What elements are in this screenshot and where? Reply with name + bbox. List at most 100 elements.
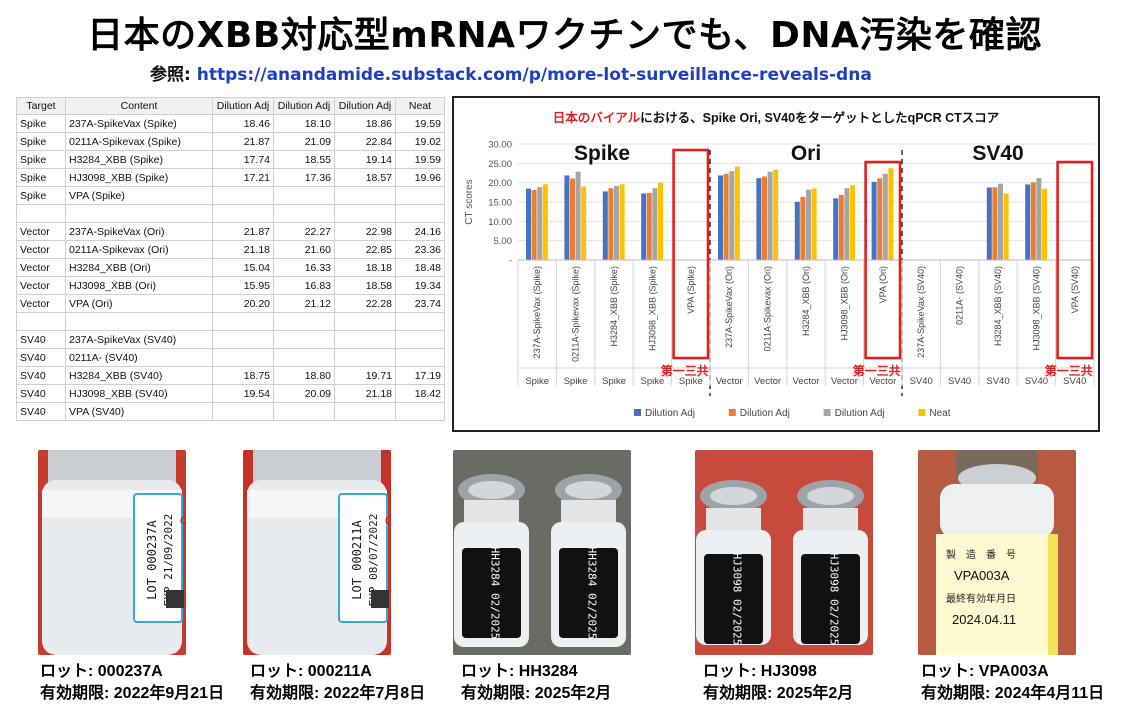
table-row: Vector 237A-SpikeVax (Ori) 21.87 22.27 22.98… bbox=[16, 222, 445, 241]
y-tick-label: 25.00 bbox=[488, 159, 512, 170]
lot-caption: ロット: HJ3098 有効期限: 2025年2月 bbox=[703, 661, 853, 705]
expiry-date: 有効期限: 2025年2月 bbox=[461, 685, 612, 702]
table-cell: 23.36 bbox=[395, 240, 445, 259]
lot-number: ロット: HH3284 bbox=[461, 663, 578, 680]
table-cell bbox=[212, 204, 274, 223]
table-cell: 16.33 bbox=[273, 258, 335, 277]
lot-caption: ロット: VPA003A 有効期限: 2024年4月11日 bbox=[921, 661, 1104, 705]
table-cell bbox=[273, 402, 335, 421]
table-cell: 19.96 bbox=[395, 168, 445, 187]
category-group-label: Vector bbox=[869, 376, 896, 387]
table-row: Spike 237A-SpikeVax (Spike) 18.46 18.10 18.8… bbox=[16, 114, 445, 133]
category-label: VPA (Ori) bbox=[878, 266, 888, 303]
bar bbox=[718, 175, 723, 260]
category-label: H3284_XBB (SV40) bbox=[993, 266, 1003, 346]
table-cell: 21.12 bbox=[273, 294, 335, 313]
category-label: 0211A- (SV40) bbox=[955, 266, 965, 325]
table-header-cell: Content bbox=[65, 97, 213, 115]
table-cell bbox=[334, 330, 396, 349]
y-axis-label: CT scores bbox=[464, 179, 475, 224]
lot-caption: ロット: HH3284 有効期限: 2025年2月 bbox=[461, 661, 611, 705]
svg-text:HH3284 02/2025: HH3284 02/2025 bbox=[489, 547, 502, 640]
bar bbox=[619, 184, 625, 260]
bar bbox=[888, 168, 894, 260]
bar bbox=[767, 171, 773, 260]
svg-text:LOT 000237A: LOT 000237A bbox=[145, 519, 159, 599]
vial-photo: 製 造 番 号 VPA003A 最終有効年月日 2024.04.11 bbox=[918, 450, 1076, 655]
table-header-cell: Dilution Adj bbox=[334, 97, 396, 115]
svg-text:HH3284 02/2025: HH3284 02/2025 bbox=[586, 547, 599, 640]
legend-swatch bbox=[918, 409, 926, 416]
table-cell bbox=[334, 312, 396, 331]
table-cell: 22.98 bbox=[334, 222, 396, 241]
chart-title-rest: における、Spike Ori, SV40をターゲットとしたqPCR CTスコア bbox=[640, 110, 999, 125]
table-cell: 19.02 bbox=[395, 132, 445, 151]
expiry-date: 有効期限: 2025年2月 bbox=[703, 685, 854, 702]
category-group-label: Vector bbox=[793, 376, 820, 387]
table-cell bbox=[273, 348, 335, 367]
bar bbox=[1030, 182, 1036, 260]
lot-number: ロット: 000211A bbox=[250, 663, 372, 680]
bar bbox=[756, 178, 762, 260]
group-title: Ori bbox=[791, 142, 821, 165]
table-cell: VPA (Ori) bbox=[65, 294, 213, 313]
table-cell: 18.86 bbox=[334, 114, 396, 133]
table-cell bbox=[212, 402, 274, 421]
bar bbox=[564, 175, 570, 260]
legend-label: Neat bbox=[929, 408, 950, 419]
bar bbox=[992, 187, 998, 260]
table-row: Vector HJ3098_XBB (Ori) 15.95 16.83 18.58 19.… bbox=[16, 276, 445, 295]
category-label: HJ3098_XBB (SV40) bbox=[1031, 266, 1041, 351]
bar bbox=[998, 183, 1003, 260]
table-cell: 18.80 bbox=[273, 366, 335, 385]
table-cell bbox=[395, 330, 445, 349]
bar bbox=[570, 178, 575, 260]
table-cell: 21.87 bbox=[212, 222, 274, 241]
svg-text:EXP 21/09/2022: EXP 21/09/2022 bbox=[162, 514, 175, 607]
svg-text:2024.04.11: 2024.04.11 bbox=[952, 612, 1016, 627]
group-title: SV40 bbox=[972, 142, 1023, 165]
bar bbox=[877, 178, 883, 260]
table-cell: SV40 bbox=[16, 384, 66, 403]
table-row bbox=[16, 204, 445, 223]
table-cell: 17.21 bbox=[212, 168, 274, 187]
table-cell: 18.10 bbox=[273, 114, 335, 133]
bar bbox=[614, 185, 619, 260]
table-cell: Spike bbox=[16, 150, 66, 169]
table-cell bbox=[16, 204, 66, 223]
table-cell: VPA (SV40) bbox=[65, 402, 213, 421]
table-cell: Vector bbox=[16, 258, 66, 277]
ct-score-table: Target Content Dilution Adj Dilution Adj Dil… bbox=[16, 97, 445, 421]
table-header-cell: Dilution Adj bbox=[273, 97, 335, 115]
highlight-label: 第一三共 bbox=[853, 363, 901, 378]
table-cell: 22.28 bbox=[334, 294, 396, 313]
table-row: SV40 H3284_XBB (SV40) 18.75 18.80 19.71 17.19 bbox=[16, 366, 445, 385]
bar bbox=[800, 196, 806, 260]
reference-url[interactable]: https://anandamide.substack.com/p/more-l… bbox=[196, 65, 872, 85]
chart-title: 日本のバイアルにおける、Spike Ori, SV40をターゲットとしたqPCR… bbox=[553, 110, 999, 125]
table-cell: SV40 bbox=[16, 402, 66, 421]
svg-text:COVID Moder: COVID Moder bbox=[180, 516, 186, 527]
table-cell bbox=[273, 186, 335, 205]
table-cell: 18.75 bbox=[212, 366, 274, 385]
table-cell bbox=[395, 312, 445, 331]
bar bbox=[806, 189, 811, 260]
bar bbox=[734, 166, 740, 260]
table-cell: SV40 bbox=[16, 348, 66, 367]
table-cell: 15.95 bbox=[212, 276, 274, 295]
table-row: Spike VPA (Spike) bbox=[16, 186, 445, 205]
bar bbox=[1042, 188, 1047, 260]
table-header-cell: Dilution Adj bbox=[212, 97, 274, 115]
table-cell: 19.34 bbox=[395, 276, 445, 295]
bar bbox=[833, 198, 839, 260]
highlight-box bbox=[864, 160, 902, 360]
category-group-label: SV40 bbox=[1025, 376, 1048, 387]
legend-label: Dilution Adj bbox=[645, 408, 695, 419]
bar bbox=[608, 188, 614, 260]
lot-number: ロット: VPA003A bbox=[921, 663, 1049, 680]
table-cell bbox=[212, 348, 274, 367]
table-cell: Spike bbox=[16, 132, 66, 151]
table-cell: H3284_XBB (Spike) bbox=[65, 150, 213, 169]
bar bbox=[658, 182, 663, 260]
bar bbox=[581, 186, 587, 260]
